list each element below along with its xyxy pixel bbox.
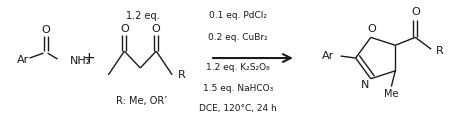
Text: O: O — [120, 24, 129, 34]
Text: Me: Me — [384, 89, 398, 99]
Text: O: O — [152, 24, 161, 34]
Text: 0.2 eq. CuBr₂: 0.2 eq. CuBr₂ — [208, 33, 268, 42]
Text: 1.5 eq. NaHCO₃: 1.5 eq. NaHCO₃ — [203, 84, 273, 93]
Text: R: Me, OR’: R: Me, OR’ — [116, 96, 167, 106]
Text: DCE, 120°C, 24 h: DCE, 120°C, 24 h — [199, 104, 277, 113]
Text: O: O — [368, 24, 376, 34]
Text: O: O — [41, 25, 50, 35]
Text: 0.1 eq. PdCl₂: 0.1 eq. PdCl₂ — [209, 11, 267, 20]
Text: 1.2 eq.: 1.2 eq. — [127, 11, 160, 21]
Text: Ar: Ar — [16, 55, 29, 65]
Text: R: R — [178, 70, 186, 80]
Text: R: R — [436, 46, 444, 56]
Text: +: + — [82, 51, 95, 66]
Text: N: N — [361, 80, 369, 90]
Text: O: O — [411, 7, 420, 17]
Text: Ar: Ar — [321, 51, 334, 61]
Text: 1.2 eq. K₂S₂O₈: 1.2 eq. K₂S₂O₈ — [206, 63, 270, 72]
Text: NH₂: NH₂ — [70, 56, 91, 66]
